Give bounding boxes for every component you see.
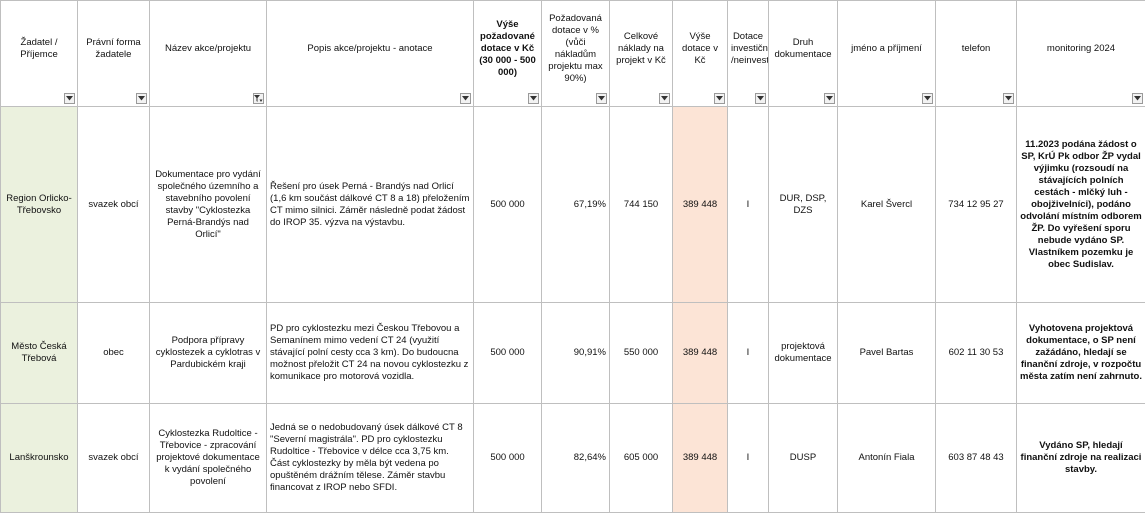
- table-row: Město Česká Třebová obec Podpora příprav…: [0, 302, 1145, 404]
- cell-legal-form[interactable]: obec: [77, 302, 150, 404]
- filter-dropdown-icon[interactable]: [596, 93, 607, 104]
- header-label: Právní forma žadatele: [86, 36, 141, 60]
- header-total-cost: Celkové náklady na projekt v Kč: [609, 0, 673, 107]
- header-monitoring: monitoring 2024: [1016, 0, 1145, 107]
- cell-type[interactable]: I: [727, 106, 769, 303]
- header-label: Požadovaná dotace v % (vůči nákladům pro…: [548, 12, 603, 84]
- cell-percent[interactable]: 82,64%: [541, 403, 610, 513]
- header-label: Výše dotace v Kč: [682, 30, 718, 66]
- cell-phone[interactable]: 602 11 30 53: [935, 302, 1017, 404]
- cell-description[interactable]: PD pro cyklostezku mezi Českou Třebovou …: [266, 302, 474, 404]
- filter-dropdown-icon[interactable]: [714, 93, 725, 104]
- header-label: Popis akce/projektu - anotace: [307, 42, 433, 54]
- header-label: jméno a příjmení: [851, 42, 922, 54]
- header-label: monitoring 2024: [1046, 42, 1116, 54]
- cell-contact-name[interactable]: Antonín Fiala: [837, 403, 936, 513]
- filter-dropdown-icon[interactable]: [1003, 93, 1014, 104]
- header-label: telefon: [961, 42, 991, 54]
- cell-applicant[interactable]: Lanškrounsko: [0, 403, 78, 513]
- cell-type[interactable]: I: [727, 403, 769, 513]
- cell-requested[interactable]: 500 000: [473, 106, 542, 303]
- header-label: Celkové náklady na projekt v Kč: [616, 30, 666, 66]
- cell-applicant[interactable]: Region Orlicko-Třebovsko: [0, 106, 78, 303]
- cell-percent[interactable]: 67,19%: [541, 106, 610, 303]
- cell-grant[interactable]: 389 448: [672, 106, 728, 303]
- cell-documentation[interactable]: DUR, DSP, DZS: [768, 106, 838, 303]
- cell-type[interactable]: I: [727, 302, 769, 404]
- cell-total-cost[interactable]: 605 000: [609, 403, 673, 513]
- cell-grant[interactable]: 389 448: [672, 302, 728, 404]
- cell-phone[interactable]: 734 12 95 27: [935, 106, 1017, 303]
- cell-requested[interactable]: 500 000: [473, 403, 542, 513]
- cell-requested[interactable]: 500 000: [473, 302, 542, 404]
- cell-total-cost[interactable]: 744 150: [609, 106, 673, 303]
- header-label: Výše požadované dotace v Kč (30 000 - 50…: [479, 18, 536, 78]
- filter-dropdown-icon[interactable]: [824, 93, 835, 104]
- cell-contact-name[interactable]: Pavel Bartas: [837, 302, 936, 404]
- header-phone: telefon: [935, 0, 1017, 107]
- cell-applicant[interactable]: Město Česká Třebová: [0, 302, 78, 404]
- filter-dropdown-icon[interactable]: [460, 93, 471, 104]
- cell-phone[interactable]: 603 87 48 43: [935, 403, 1017, 513]
- cell-percent[interactable]: 90,91%: [541, 302, 610, 404]
- filter-dropdown-icon[interactable]: [1132, 93, 1143, 104]
- header-label: Název akce/projektu: [164, 42, 252, 54]
- cell-monitoring[interactable]: Vyhotovena projektová dokumentace, o SP …: [1016, 302, 1145, 404]
- table-row: Region Orlicko-Třebovsko svazek obcí Dok…: [0, 106, 1145, 303]
- header-label: Žadatel / Příjemce: [20, 36, 58, 60]
- cell-description[interactable]: Řešení pro úsek Perná - Brandýs nad Orli…: [266, 106, 474, 303]
- header-label: Druh dokumentace: [774, 36, 832, 60]
- header-contact-name: jméno a příjmení: [837, 0, 936, 107]
- cell-grant[interactable]: 389 448: [672, 403, 728, 513]
- header-grant: Výše dotace v Kč: [672, 0, 728, 107]
- header-row: Žadatel / Příjemce Právní forma žadatele…: [0, 0, 1145, 107]
- header-requested: Výše požadované dotace v Kč (30 000 - 50…: [473, 0, 542, 107]
- cell-documentation[interactable]: DUSP: [768, 403, 838, 513]
- table-row: Lanškrounsko svazek obcí Cyklostezka Rud…: [0, 403, 1145, 513]
- cell-project-name[interactable]: Podpora přípravy cyklostezek a cyklotras…: [149, 302, 267, 404]
- header-applicant: Žadatel / Příjemce: [0, 0, 78, 107]
- cell-project-name[interactable]: Cyklostezka Rudoltice - Třebovice - zpra…: [149, 403, 267, 513]
- filter-dropdown-icon[interactable]: [659, 93, 670, 104]
- cell-monitoring[interactable]: 11.2023 podána žádost o SP, KrÚ Pk odbor…: [1016, 106, 1145, 303]
- header-label: Dotace investiční /neinvestiční: [731, 30, 769, 66]
- header-description: Popis akce/projektu - anotace: [266, 0, 474, 107]
- cell-legal-form[interactable]: svazek obcí: [77, 106, 150, 303]
- filter-dropdown-icon[interactable]: [922, 93, 933, 104]
- cell-monitoring[interactable]: Vydáno SP, hledají finanční zdroje na re…: [1016, 403, 1145, 513]
- cell-description[interactable]: Jedná se o nedobudovaný úsek dálkové CT …: [266, 403, 474, 513]
- filter-active-icon[interactable]: [253, 93, 264, 104]
- header-documentation: Druh dokumentace: [768, 0, 838, 107]
- header-percent: Požadovaná dotace v % (vůči nákladům pro…: [541, 0, 610, 107]
- cell-project-name[interactable]: Dokumentace pro vydání společného územní…: [149, 106, 267, 303]
- header-type: Dotace investiční /neinvestiční: [727, 0, 769, 107]
- filter-dropdown-icon[interactable]: [528, 93, 539, 104]
- cell-documentation[interactable]: projektová dokumentace: [768, 302, 838, 404]
- header-project-name: Název akce/projektu: [149, 0, 267, 107]
- filter-dropdown-icon[interactable]: [136, 93, 147, 104]
- cell-contact-name[interactable]: Karel Švercl: [837, 106, 936, 303]
- cell-total-cost[interactable]: 550 000: [609, 302, 673, 404]
- header-legal-form: Právní forma žadatele: [77, 0, 150, 107]
- filter-dropdown-icon[interactable]: [755, 93, 766, 104]
- filter-dropdown-icon[interactable]: [64, 93, 75, 104]
- cell-legal-form[interactable]: svazek obcí: [77, 403, 150, 513]
